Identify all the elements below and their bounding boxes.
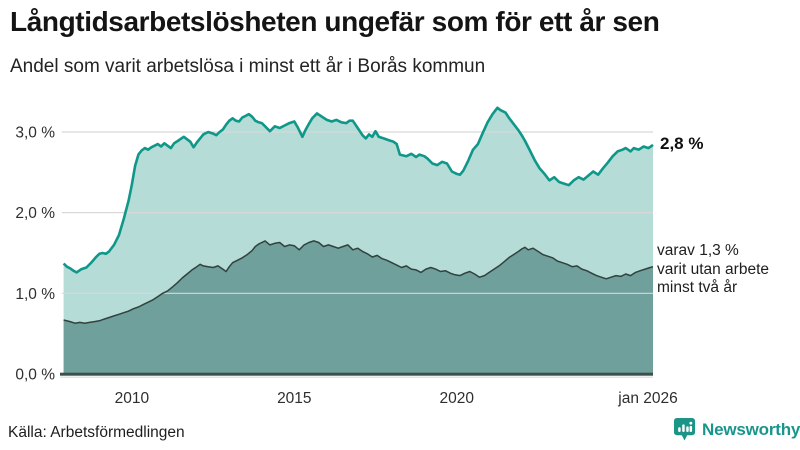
x-tick-label: 2010 <box>115 390 150 407</box>
y-tick-label: 0,0 % <box>15 367 55 384</box>
page-title: Långtidsarbetslösheten ungefär som för e… <box>10 6 660 37</box>
x-axis-line <box>60 372 653 376</box>
y-tick-label: 2,0 % <box>15 205 55 222</box>
annotation-line: varit utan arbete <box>657 260 770 278</box>
latest-total-annotation: 2,8 % <box>660 134 704 153</box>
newsworthy-wordmark: Newsworthy <box>702 419 800 439</box>
annotation-line: minst två år <box>657 279 738 296</box>
y-tick-label: 1,0 % <box>15 286 55 303</box>
newsworthy-bubble-chart-icon <box>673 418 696 441</box>
secondary-area-fill <box>63 240 654 374</box>
x-tick-label: 2015 <box>277 390 311 407</box>
y-tick-label: 3,0 % <box>15 124 55 141</box>
total-series-line <box>62 106 654 274</box>
newsworthy-logo[interactable]: Newsworthy <box>673 417 800 442</box>
x-tick-label: jan 2026 <box>617 390 677 407</box>
x-tick-label: 2020 <box>440 390 475 407</box>
source-credit: Källa: Arbetsförmedlingen <box>8 424 185 441</box>
annotation-line: varav 1,3 % <box>657 242 739 259</box>
secondary-series-annotation: varav 1,3 % varit utan arbete minst två … <box>657 242 769 298</box>
secondary-series-line <box>63 240 654 324</box>
chart-subtitle: Andel som varit arbetslösa i minst ett å… <box>10 56 486 77</box>
